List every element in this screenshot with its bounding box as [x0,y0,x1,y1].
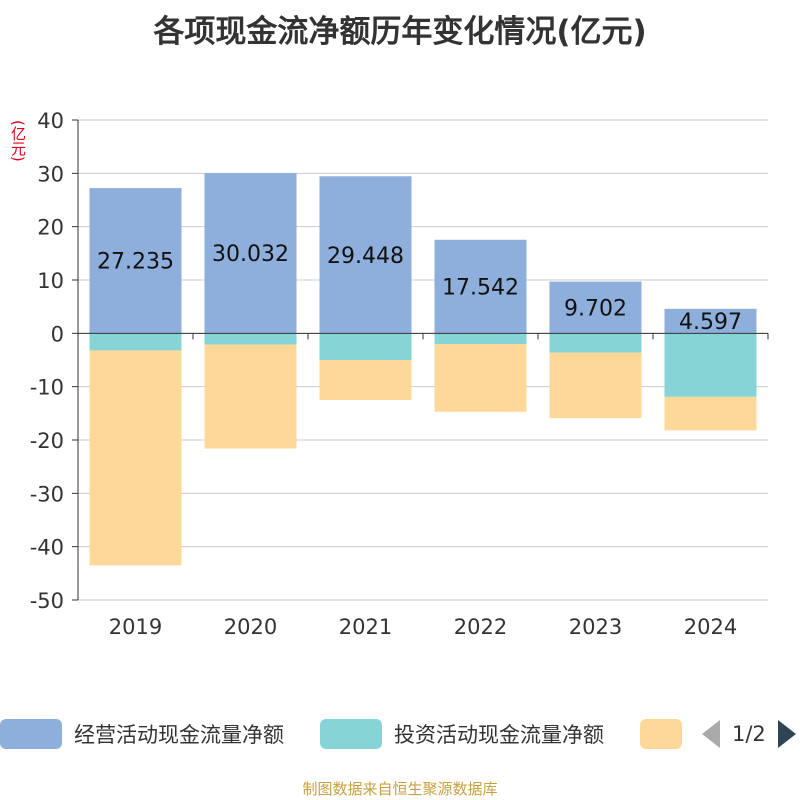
bar-2021-series-2 [319,360,412,400]
legend-swatch-operating [0,719,62,749]
y-axis-unit-label: (亿元) [9,120,27,162]
data-source-note: 制图数据来自恒生聚源数据库 [302,780,498,798]
data-label: 27.235 [97,250,174,275]
bar-2021-series-0 [319,176,412,334]
legend-label-operating: 经营活动现金流量净额 [74,723,284,747]
x-tick-label: 2020 [224,615,277,639]
data-label: 4.597 [679,310,742,335]
bar-2022-series-1 [434,333,527,344]
legend-swatch-financing [640,719,682,749]
data-label: 17.542 [442,276,519,301]
bar-2019-series-0 [89,188,182,334]
bar-2019-series-2 [89,350,182,566]
y-tick-label: 0 [51,322,64,346]
data-label: 9.702 [564,296,627,321]
y-tick-label: -40 [30,536,64,560]
legend: 经营活动现金流量净额 投资活动现金流量净额 1/2 [0,716,800,756]
y-tick-label: -10 [30,376,64,400]
bar-2024-series-2 [664,396,757,431]
y-tick-label: 30 [37,162,64,186]
bar-2020-series-0 [204,173,297,334]
x-tick-label: 2023 [569,615,622,639]
y-tick-label: -50 [30,589,64,613]
bar-chart: 40 30 20 10 0 -10 -20 -30 -40 -50 2019 2020 2021 2022… [30,109,769,639]
y-tick-label: 10 [37,269,64,293]
y-tick-label: -30 [30,482,64,506]
x-tick-label: 2024 [684,615,737,639]
data-label: 29.448 [327,244,404,269]
data-label: 30.032 [212,242,289,267]
legend-item-investing[interactable]: 投资活动现金流量净额 [320,716,604,752]
y-tick-label: 20 [37,216,64,240]
bar-2024-series-1 [664,333,757,397]
legend-page-indicator: 1/2 [732,722,766,746]
legend-item-financing[interactable] [640,716,694,752]
chart-title: 各项现金流净额历年变化情况(亿元) [153,14,647,50]
bar-2020-series-2 [204,344,297,449]
legend-pager: 1/2 [702,716,796,752]
x-tick-label: 2019 [109,615,162,639]
legend-item-operating[interactable]: 经营活动现金流量净额 [0,716,284,752]
bar-2023-series-1 [549,333,642,353]
bar-2019-series-1 [89,333,182,351]
bar-2024-series-0 [664,308,757,334]
bar-2020-series-1 [204,333,297,345]
legend-prev-arrow-icon[interactable] [702,720,720,748]
bar-2021-series-1 [319,333,412,360]
y-tick-label: 40 [37,109,64,133]
legend-label-investing: 投资活动现金流量净额 [394,723,604,747]
bar-2022-series-2 [434,344,527,412]
legend-next-arrow-icon[interactable] [777,720,796,748]
legend-swatch-investing [320,719,382,749]
x-tick-label: 2022 [454,615,507,639]
y-tick-label: -20 [30,429,64,453]
bar-2023-series-0 [549,281,642,334]
x-tick-label: 2021 [339,615,392,639]
bar-2023-series-2 [549,352,642,419]
bar-2022-series-0 [434,239,527,334]
